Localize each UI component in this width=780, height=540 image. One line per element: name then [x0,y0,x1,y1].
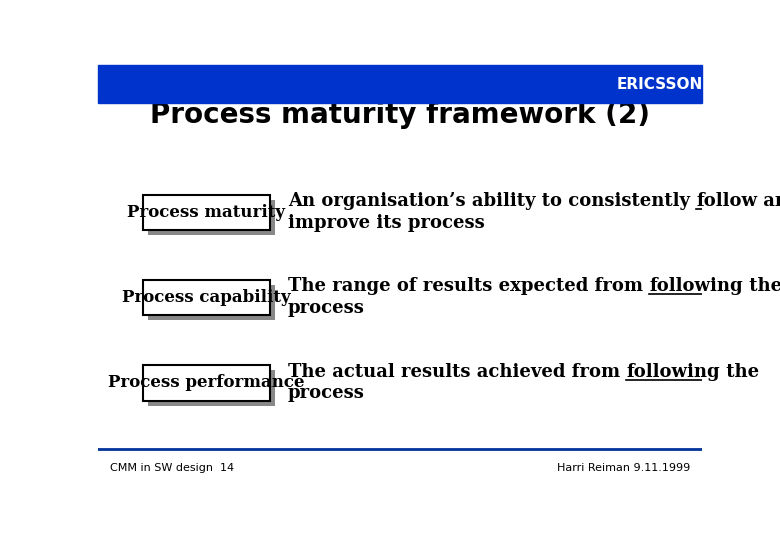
Text: The range of results expected from: The range of results expected from [288,278,649,295]
Bar [98,65,702,104]
Text: and: and [757,192,780,210]
Text: the: the [743,278,780,295]
Text: the: the [720,363,759,381]
Text: ERICSSON: ERICSSON [616,77,703,92]
Text: An organisation’s ability to consistently: An organisation’s ability to consistentl… [288,192,697,210]
Text: Process performance: Process performance [108,374,304,392]
Text: following: following [626,363,720,381]
Text: process: process [288,299,365,317]
Text: follow: follow [697,192,757,210]
FancyBboxPatch shape [147,285,275,320]
Text: Process maturity framework (2): Process maturity framework (2) [150,100,650,129]
Text: Harri Reiman 9.11.1999: Harri Reiman 9.11.1999 [557,463,690,473]
Text: following: following [649,278,743,295]
Text: Process maturity: Process maturity [127,204,285,221]
FancyBboxPatch shape [143,195,270,230]
Text: process: process [288,384,365,402]
Text: The actual results achieved from: The actual results achieved from [288,363,626,381]
FancyBboxPatch shape [143,365,270,401]
FancyBboxPatch shape [147,370,275,406]
Text: improve its process: improve its process [288,214,484,232]
FancyBboxPatch shape [147,200,275,235]
Text: CMM in SW design  14: CMM in SW design 14 [109,463,234,473]
Text: Process capability: Process capability [122,289,291,306]
FancyBboxPatch shape [143,280,270,315]
